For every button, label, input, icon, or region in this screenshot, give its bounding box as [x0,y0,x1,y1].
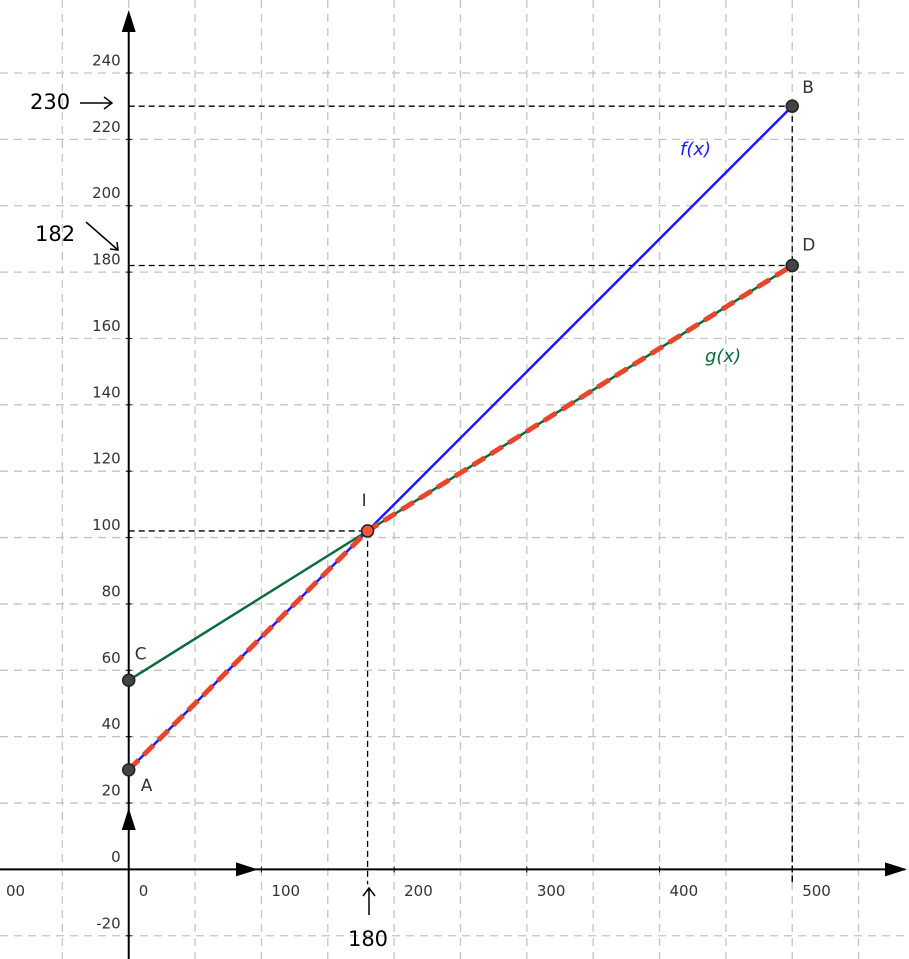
guides [128,105,793,885]
point-label: D [802,235,815,255]
y-tick-label: 240 [92,52,121,70]
y-tick-label: 40 [102,715,121,733]
y-tick-label: 80 [102,582,121,600]
series-label: f(x) [680,139,711,160]
y-tick-label: 160 [92,317,121,335]
y-tick-label: 220 [92,118,121,136]
x-tick-label: 100 [271,882,300,900]
annotation-arrow [362,886,376,915]
axis-arrow [236,862,258,877]
point [121,763,136,777]
annotation-arrow [85,221,119,251]
annotation: 182 [35,222,75,246]
series-label: g(x) [705,346,741,367]
point [785,258,799,273]
y-tick-label: 20 [102,782,121,800]
x-tick-label: 200 [404,882,433,900]
point-label: I [362,491,367,511]
y-tick-label: -20 [96,914,121,932]
y-tick-label: 100 [92,516,121,534]
annotation: 180 [348,927,388,951]
point [121,673,136,688]
y-tick-label: 200 [92,184,121,202]
points: A B C D I [121,78,815,796]
x-tick-label: 500 [802,882,831,900]
axis-arrow [121,808,136,830]
y-tick-label: 140 [92,383,121,401]
point-label: A [141,776,153,796]
axis-arrow [885,862,907,877]
x-tick-label: 00 [6,882,25,900]
x-tick-label: 300 [537,882,566,900]
annotation-arrow [80,96,114,110]
y-tick-label: 60 [102,649,121,667]
point [785,99,799,113]
annotation: 230 [30,90,70,114]
y-tick-label: 0 [111,848,121,866]
axis-arrow [121,10,136,32]
point-label: C [135,644,147,664]
point [360,524,375,538]
y-tick-label: 120 [92,450,121,468]
y-tick-label: 180 [92,251,121,269]
point-label: B [802,78,814,98]
x-tick-label: 400 [670,882,699,900]
x-tick-label: 0 [139,882,149,900]
axes: 00 0 100 200 300 400 500-200204060801001201401… [0,10,907,959]
